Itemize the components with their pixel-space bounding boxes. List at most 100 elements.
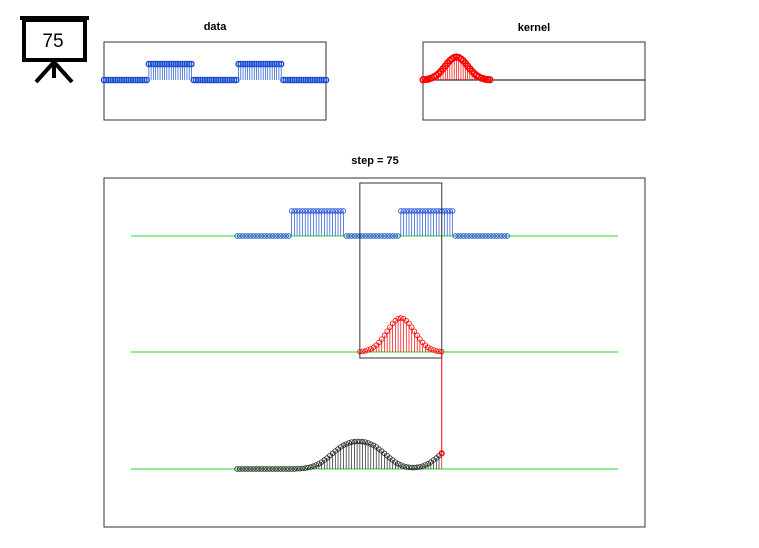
stem-marker [197,76,204,84]
stem-marker [109,76,117,84]
stem-marker [311,76,319,84]
stem-marker [192,76,200,84]
stem-marker [273,60,280,68]
stem-marker [305,464,311,471]
stem-marker [406,464,412,470]
stem-marker [299,465,306,472]
stem-marker [120,76,128,84]
stem-marker [282,76,289,84]
stem-marker [425,208,431,214]
chart-title: step = 75 [351,155,398,167]
stem-marker [411,328,418,334]
stem-marker [247,233,254,239]
stem-marker [348,439,355,445]
stem-marker [289,76,296,84]
stem-marker [277,466,284,472]
stem-marker [466,233,472,239]
stem-marker [430,208,437,214]
stem-marker [422,342,429,348]
stem-marker [490,233,497,239]
stem-marker [304,76,312,84]
stem-marker [488,233,494,239]
stem-marker [376,233,382,239]
stem-marker [384,328,390,334]
stem-marker [261,233,267,239]
stem-marker [264,466,270,472]
stem-marker [275,233,281,239]
stem-marker [474,233,480,239]
stem-marker [409,324,415,330]
icon-leg [34,60,56,84]
stem-marker [324,208,330,214]
stem-marker [286,466,292,472]
stem-marker [201,76,209,84]
stem-marker [365,347,371,353]
stem-marker [433,348,439,354]
stem-marker [316,208,322,214]
stem-marker [403,464,409,470]
stem-marker [239,60,247,68]
stem-marker [118,76,126,84]
stem-marker [469,233,475,239]
stem-marker [387,324,393,330]
stem-marker [351,233,358,239]
stem-marker [116,76,123,84]
chart-title: kernel [518,22,550,34]
stem-marker [250,60,258,68]
stem-marker [176,60,184,68]
stem-marker [261,466,267,472]
stem-marker [318,76,325,84]
stem-marker [411,208,418,214]
stem-marker [179,60,186,68]
stem-marker [302,465,308,471]
stem-marker [210,76,218,84]
stem-marker [359,439,366,445]
stem-marker [163,60,171,68]
stem-marker [138,76,146,84]
stem-marker [267,233,273,239]
stem-marker [368,441,374,447]
stem-marker [433,208,439,214]
stem-marker [241,60,249,68]
stem-marker [455,233,461,239]
stem-marker [132,76,139,84]
stem-marker [406,208,412,214]
stem-marker [313,208,319,214]
stem-marker [295,76,303,84]
stem-marker [422,208,429,214]
stem-marker [449,208,456,214]
stem-marker [362,439,369,445]
stem-marker [471,233,478,239]
stem-marker [234,466,240,472]
stem-marker [297,208,303,214]
stem-marker [370,344,377,350]
stem-marker [486,76,494,84]
stem-marker [501,233,508,239]
stem-marker [134,76,141,84]
stem-marker [318,208,325,214]
icon-label: 75 [42,31,63,52]
stem-marker [387,233,393,239]
stem-marker [268,60,276,68]
stem-marker [206,76,213,84]
icon-leg [52,60,74,84]
stem-marker [221,76,229,84]
stem-marker [159,60,166,68]
stem-marker [156,60,164,68]
stem-marker [280,76,287,84]
stem-marker [250,233,257,239]
stem-marker [280,466,287,472]
stem-marker [395,461,401,467]
stem-marker [256,233,262,239]
stem-marker [165,60,173,68]
stem-marker [305,208,311,214]
stem-marker [262,60,269,68]
stem-marker [194,76,202,84]
stem-marker [315,76,323,84]
stem-marker [280,233,287,239]
stem-marker [346,440,352,446]
stem-marker [283,233,289,239]
stem-marker [463,233,470,239]
stem-marker [233,76,240,84]
stem-marker [373,233,379,239]
